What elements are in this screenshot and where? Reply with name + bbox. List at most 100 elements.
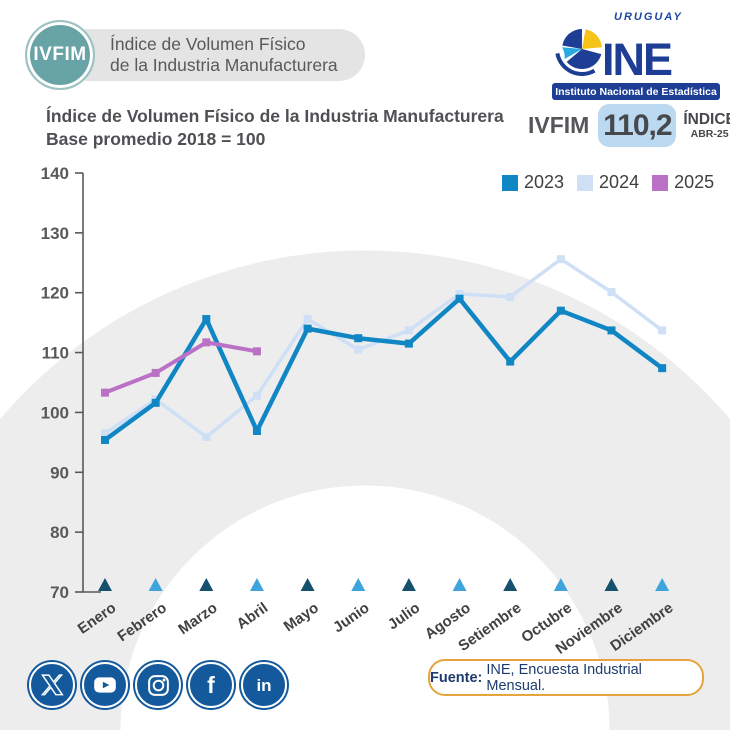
month-marker-triangle <box>553 578 568 591</box>
month-label: Abril <box>234 599 272 633</box>
month-marker-triangle <box>300 578 315 591</box>
data-point-2023 <box>455 294 464 303</box>
month-marker-triangle <box>452 578 467 591</box>
header-title-line1: Índice de Volumen Físico <box>110 34 306 54</box>
data-point-2024 <box>658 326 667 335</box>
badge-period-label: ABR-25 <box>690 127 729 140</box>
month-marker-triangle <box>655 578 670 591</box>
data-point-2023 <box>252 426 261 435</box>
header-title-line2: de la Industria Manufacturera <box>110 55 338 75</box>
data-point-2024 <box>303 315 312 324</box>
instagram-icon[interactable] <box>135 662 181 708</box>
svg-text:in: in <box>256 676 271 695</box>
ine-subtitle: Instituto Nacional de Estadística <box>552 83 720 100</box>
month-label: Junio <box>330 599 373 636</box>
badge-value-box: 110,2 <box>598 104 677 147</box>
linkedin-icon[interactable]: in <box>241 662 287 708</box>
svg-text:f: f <box>207 673 215 697</box>
header-pill: Índice de Volumen Físico de la Industria… <box>62 29 365 81</box>
series-line-2025 <box>103 340 259 395</box>
data-point-2024 <box>202 432 211 441</box>
index-value-badge: IVFIM 110,2 ÍNDICE ABR-25 <box>528 104 730 147</box>
data-point-2023 <box>506 357 515 366</box>
data-point-2023 <box>556 306 565 315</box>
month-marker-triangle <box>401 578 416 591</box>
data-point-2024 <box>101 429 109 438</box>
y-tick-label: 100 <box>41 403 69 422</box>
y-tick-label: 90 <box>50 463 69 482</box>
chart-legend: 2023 2024 2025 <box>502 172 714 193</box>
chart-title-line1: Índice de Volumen Físico de la Industria… <box>46 106 504 126</box>
month-marker-triangle <box>351 578 366 591</box>
badge-value: 110,2 <box>603 108 672 142</box>
badge-unit: ÍNDICE ABR-25 <box>683 110 730 140</box>
month-label: Enero <box>75 599 120 637</box>
ine-logo: URUGUAY INE Instituto Nacional de Estadí… <box>552 10 724 100</box>
data-point-2024 <box>556 255 565 264</box>
ine-country-label: URUGUAY <box>614 11 683 23</box>
badge-label: IVFIM <box>528 112 590 138</box>
month-label: Febrero <box>114 599 170 645</box>
y-tick-label: 130 <box>41 224 69 243</box>
data-point-2023 <box>303 324 312 333</box>
data-point-2023 <box>404 339 413 348</box>
legend-swatch-icon <box>577 174 594 191</box>
legend-label: 2023 <box>524 172 565 192</box>
data-point-2024 <box>455 289 464 298</box>
facebook-icon[interactable]: f <box>188 662 234 708</box>
month-marker-triangle <box>148 578 163 591</box>
social-icons: f in <box>29 662 287 708</box>
month-marker-triangle <box>249 578 264 591</box>
legend-item-2023: 2023 <box>502 172 564 193</box>
ivfim-acronym: IVFIM <box>33 44 87 65</box>
data-point-2025 <box>151 368 160 377</box>
legend-label: 2024 <box>599 172 640 192</box>
data-point-2023 <box>354 334 363 343</box>
y-tick-label: 140 <box>41 164 69 183</box>
series-line-2023 <box>102 296 665 443</box>
y-tick-label: 70 <box>50 583 69 602</box>
legend-item-2024: 2024 <box>577 172 639 193</box>
y-axis <box>82 173 101 593</box>
data-point-2024 <box>506 292 515 301</box>
header-title: Índice de Volumen Físico de la Industria… <box>110 34 338 76</box>
month-marker-triangle <box>604 578 619 591</box>
ivfim-logo-circle: IVFIM <box>25 20 95 90</box>
ine-emblem-icon <box>555 29 602 76</box>
source-text: INE, Encuesta Industrial Mensual. <box>486 661 642 694</box>
month-label: Marzo <box>175 599 220 638</box>
badge-unit-label: ÍNDICE <box>683 110 730 128</box>
data-point-2023 <box>151 398 160 407</box>
legend-item-2025: 2025 <box>652 172 714 193</box>
data-point-2024 <box>252 391 261 400</box>
data-point-2024 <box>404 326 413 335</box>
data-point-2024 <box>607 288 616 297</box>
month-marker-triangle <box>98 578 112 591</box>
youtube-icon[interactable] <box>82 662 128 708</box>
month-label: Mayo <box>281 599 322 635</box>
data-point-2025 <box>252 347 261 356</box>
ine-acronym: INE <box>602 34 673 85</box>
chart-title-line2: Base promedio 2018 = 100 <box>46 129 266 149</box>
month-label: Julio <box>385 599 423 633</box>
chart-title: Índice de Volumen Físico de la Industria… <box>46 105 504 151</box>
source-pill: Fuente: INE, Encuesta Industrial Mensual… <box>428 659 704 696</box>
data-point-2024 <box>354 345 363 354</box>
data-point-2023 <box>101 435 109 444</box>
data-point-2023 <box>658 364 667 373</box>
data-point-2023 <box>607 326 616 335</box>
month-marker-triangle <box>503 578 518 591</box>
y-tick-label: 120 <box>41 284 69 303</box>
y-tick-label: 80 <box>50 523 69 542</box>
legend-swatch-icon <box>502 174 518 191</box>
data-point-2025 <box>101 388 109 397</box>
data-point-2025 <box>202 338 211 347</box>
x-twitter-icon[interactable] <box>29 662 75 708</box>
data-point-2023 <box>202 315 211 324</box>
legend-swatch-icon <box>652 174 669 191</box>
month-marker-triangle <box>199 578 214 591</box>
y-tick-label: 110 <box>42 344 69 363</box>
